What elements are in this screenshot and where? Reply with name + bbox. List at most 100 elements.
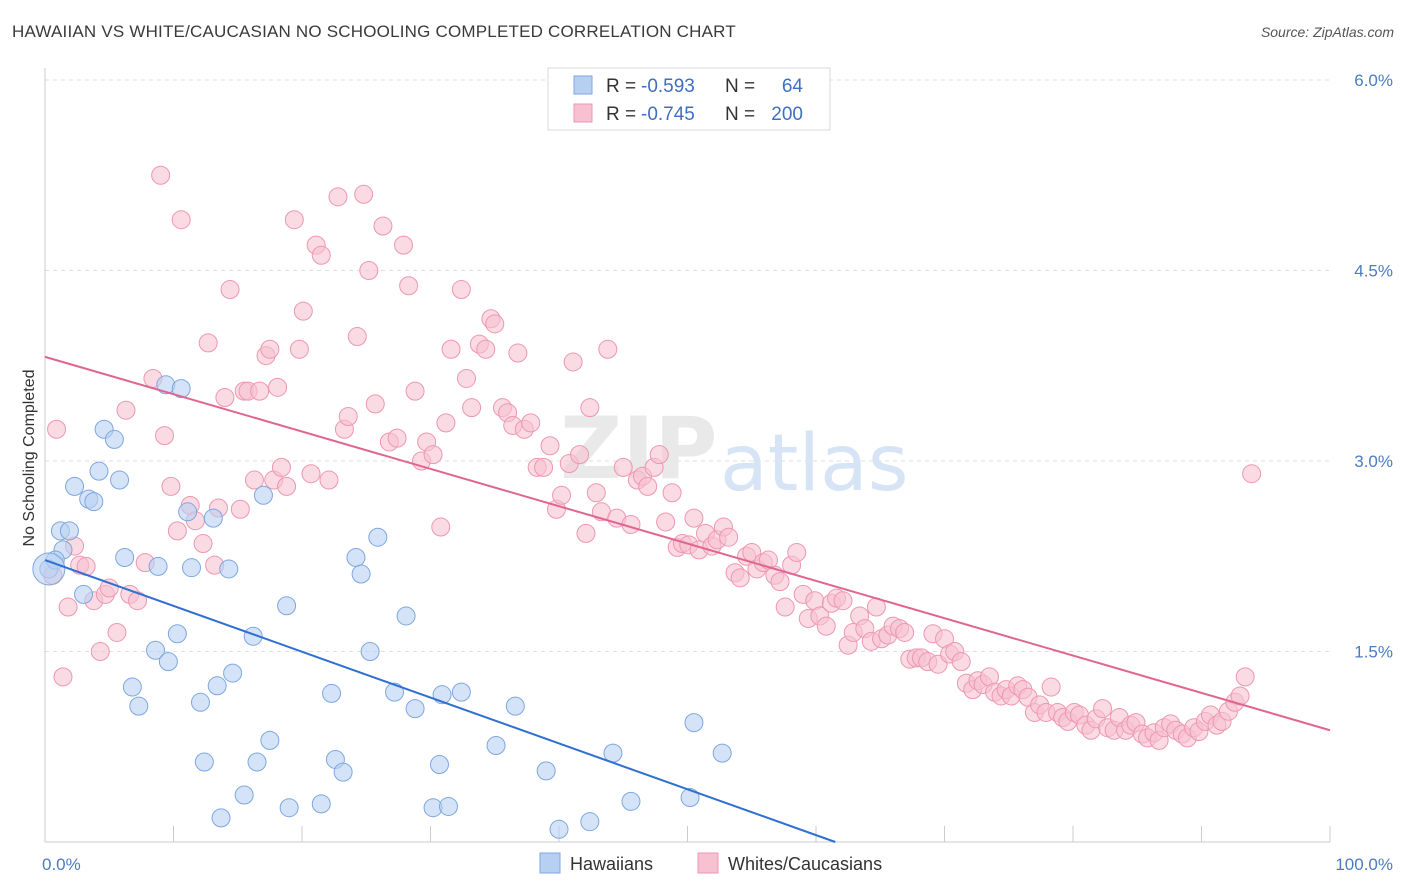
point-whites-94 [613,457,633,477]
point-hawaiians-13 [122,677,142,697]
point-whites-25 [198,333,218,353]
point-whites-33 [244,470,264,490]
point-hawaiians-56 [549,819,569,839]
point-whites-129 [816,616,836,636]
point-hawaiians-26 [207,676,227,696]
point-whites-28 [215,388,235,407]
point-whites-143 [895,622,915,642]
point-whites-124 [787,542,807,562]
y-tick-labels: 1.5% 3.0% 4.5% 6.0% [1354,71,1393,662]
point-whites-58 [394,235,414,255]
point-whites-60 [405,381,425,401]
point-whites-39 [271,457,291,477]
point-whites-20 [167,521,187,541]
point-hawaiians-45 [385,682,405,702]
point-whites-14 [128,591,148,611]
point-hawaiians-21 [178,502,198,522]
bottom-legend-hawaiians: Hawaiians [570,854,653,874]
y-tick-label-2: 4.5% [1354,262,1393,281]
point-whites-71 [476,339,496,359]
legend-swatch-whites [573,103,593,123]
point-hawaiians-17 [148,556,168,576]
x-tick-label-1: 100.0% [1335,855,1393,874]
point-whites-102 [662,483,682,503]
point-whites-89 [580,398,600,418]
point-hawaiians-14 [129,696,149,716]
point-whites-92 [598,339,618,359]
bottom-legend-swatch-whites [697,852,719,874]
point-whites-34 [250,381,270,401]
point-whites-87 [570,445,590,465]
point-whites-48 [328,187,348,207]
point-whites-21 [171,210,191,230]
point-hawaiians-19 [167,624,187,644]
point-whites-10 [99,578,119,598]
point-whites-53 [359,261,379,280]
point-hawaiians-33 [253,485,273,505]
point-whites-69 [462,398,482,418]
point-hawaiians-42 [351,564,371,584]
point-hawaiians-3 [59,521,79,541]
point-hawaiians-60 [680,788,700,808]
point-hawaiians-41 [346,548,366,568]
point-whites-73 [485,314,505,334]
legend-r-value-1: -0.593 [641,76,695,97]
point-whites-8 [90,642,110,661]
point-hawaiians-30 [234,785,254,805]
legend-r-label-2: R = [606,104,636,125]
legend-box [547,67,831,131]
point-hawaiians-61 [684,713,704,733]
series-hawaiians-points [32,375,732,839]
watermark-atlas: atlas [720,419,909,509]
point-whites-43 [293,301,313,321]
point-whites-98 [638,476,658,496]
point-whites-90 [586,483,606,503]
point-hawaiians-54 [505,696,525,716]
point-whites-122 [775,597,795,617]
point-whites-50 [338,407,358,427]
trend-line-hawaiians [44,559,836,843]
x-tick-label-0: 0.0% [42,855,81,874]
point-whites-11 [107,622,127,642]
point-whites-79 [521,413,541,433]
chart-title: HAWAIIAN VS WHITE/CAUCASIAN NO SCHOOLING… [12,22,736,41]
point-whites-64 [431,517,451,537]
point-hawaiians-29 [223,663,243,683]
point-whites-30 [230,499,250,519]
point-whites-17 [151,165,171,185]
point-hawaiians-43 [360,642,380,661]
point-whites-1 [47,419,67,439]
point-whites-47 [319,470,339,490]
point-hawaiians-38 [322,683,342,703]
point-whites-66 [441,339,461,359]
point-hawaiians-20 [171,379,191,399]
legend-swatch-hawaiians [573,75,593,95]
point-whites-132 [833,591,853,611]
point-whites-41 [284,210,304,230]
point-whites-112 [719,527,739,547]
point-hawaiians-7 [84,492,104,512]
point-hawaiians-large [32,552,66,586]
point-whites-178 [1093,699,1113,719]
point-hawaiians-18 [158,652,178,672]
legend-n-value-1: 64 [782,76,804,97]
point-whites-57 [387,428,407,448]
point-whites-65 [436,413,456,433]
point-whites-52 [354,184,374,204]
bottom-legend: Hawaiians Whites/Caucasians [539,852,882,874]
point-whites-121 [770,572,790,592]
point-hawaiians-8 [89,461,109,481]
point-whites-46 [311,245,331,265]
point-whites-18 [155,426,175,446]
point-whites-203 [1235,667,1255,687]
trend-lines [44,355,1331,843]
point-whites-3 [58,597,78,617]
point-whites-40 [277,476,297,496]
point-whites-51 [347,327,367,347]
point-hawaiians-62 [712,743,732,763]
point-hawaiians-44 [368,527,388,547]
point-hawaiians-40 [333,762,353,782]
series-whites-points [43,165,1262,750]
x-tick-labels: 0.0% 100.0% [42,855,1393,874]
y-tick-label-0: 1.5% [1354,643,1393,662]
